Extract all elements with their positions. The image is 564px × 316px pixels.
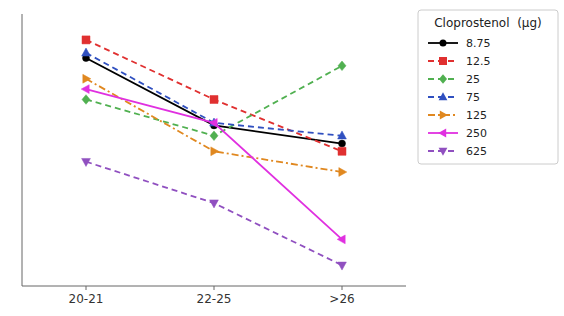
chart-container: 20-21 22-25 >26 Cloprostenol (μg) 8.75 12.5 25…: [0, 0, 564, 316]
data-point[interactable]: [210, 95, 218, 103]
x-tick-label: 20-21: [69, 292, 104, 306]
legend-label: 25: [466, 73, 480, 86]
data-point[interactable]: [83, 74, 91, 83]
series-line: [86, 58, 342, 143]
data-point[interactable]: [211, 147, 219, 156]
data-point[interactable]: [339, 168, 347, 177]
data-point[interactable]: [209, 118, 217, 127]
data-point[interactable]: [81, 85, 89, 94]
series-line: [86, 79, 342, 172]
legend-label: 125: [466, 109, 487, 122]
x-tick: [86, 286, 87, 290]
chart: 20-21 22-25 >26 Cloprostenol (μg) 8.75 12.5 25…: [0, 0, 564, 316]
data-point[interactable]: [82, 48, 91, 56]
legend-marker: [440, 111, 448, 120]
legend-marker: [438, 129, 446, 138]
x-tick-label: 22-25: [197, 292, 232, 306]
legend-label: 8.75: [466, 37, 491, 50]
series-line: [86, 66, 342, 136]
series-line: [86, 89, 342, 239]
plot-area: [81, 36, 347, 270]
data-point[interactable]: [338, 131, 347, 139]
legend-label: 75: [466, 91, 480, 104]
legend-marker: [440, 40, 447, 47]
data-point[interactable]: [82, 95, 90, 105]
legend-title: Cloprostenol (μg): [434, 16, 542, 30]
legend-label: 250: [466, 127, 487, 140]
series-line: [86, 40, 342, 151]
legend-marker: [439, 57, 447, 65]
legend-label: 625: [466, 145, 487, 158]
legend-marker: [439, 148, 448, 156]
data-point[interactable]: [210, 200, 219, 208]
series-line: [86, 162, 342, 266]
data-point[interactable]: [338, 262, 347, 270]
data-point[interactable]: [338, 147, 346, 155]
data-point[interactable]: [210, 131, 218, 141]
x-tick: [342, 286, 343, 290]
legend-marker: [439, 74, 447, 84]
series-line: [86, 53, 342, 136]
data-point[interactable]: [337, 235, 345, 244]
legend-marker: [439, 92, 448, 100]
data-point[interactable]: [82, 36, 90, 44]
x-tick-label: >26: [329, 292, 354, 306]
data-point[interactable]: [339, 140, 346, 147]
data-point[interactable]: [338, 61, 346, 71]
legend-label: 12.5: [466, 55, 491, 68]
data-point[interactable]: [82, 158, 91, 166]
legend-box: [418, 10, 558, 164]
x-tick: [214, 286, 215, 290]
y-axis-line: [22, 14, 23, 286]
